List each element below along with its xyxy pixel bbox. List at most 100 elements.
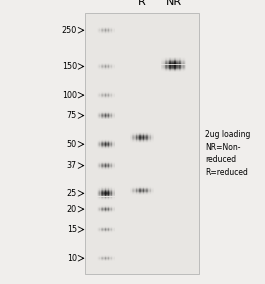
Bar: [104, 194, 105, 195]
Bar: [132, 137, 134, 138]
Bar: [183, 69, 184, 70]
Bar: [99, 191, 100, 192]
Bar: [101, 198, 102, 199]
Bar: [177, 70, 178, 71]
Bar: [143, 135, 144, 136]
Bar: [131, 135, 132, 136]
Bar: [106, 195, 107, 196]
Bar: [183, 68, 184, 69]
Bar: [150, 137, 152, 138]
Bar: [166, 59, 167, 60]
Bar: [169, 66, 170, 67]
Bar: [165, 66, 166, 67]
Bar: [100, 191, 101, 192]
Bar: [101, 193, 102, 194]
Bar: [147, 139, 148, 140]
Bar: [177, 68, 178, 69]
Bar: [167, 58, 168, 59]
Bar: [105, 186, 106, 187]
Bar: [105, 188, 106, 189]
Bar: [99, 196, 100, 197]
Bar: [165, 67, 166, 68]
Bar: [114, 187, 115, 188]
Bar: [110, 186, 111, 187]
Bar: [97, 187, 98, 188]
Bar: [177, 62, 178, 63]
Bar: [111, 187, 112, 188]
Bar: [174, 58, 176, 59]
Bar: [175, 57, 176, 58]
Bar: [108, 195, 109, 196]
Bar: [137, 135, 138, 136]
Bar: [99, 188, 100, 189]
Bar: [111, 189, 112, 190]
Bar: [180, 59, 181, 60]
Bar: [105, 198, 106, 199]
Bar: [109, 188, 110, 189]
Bar: [167, 69, 168, 70]
Bar: [114, 198, 115, 199]
Bar: [147, 140, 148, 141]
Bar: [179, 71, 180, 72]
Bar: [147, 135, 148, 136]
Text: 150: 150: [62, 62, 77, 71]
Bar: [133, 140, 134, 141]
Bar: [181, 57, 182, 58]
Bar: [171, 65, 172, 66]
Bar: [130, 135, 131, 136]
Bar: [101, 191, 102, 192]
Bar: [112, 186, 113, 187]
Bar: [148, 141, 149, 142]
Bar: [179, 65, 180, 66]
Bar: [107, 187, 108, 188]
Bar: [180, 69, 181, 70]
Bar: [138, 134, 139, 135]
Bar: [109, 187, 110, 188]
Bar: [182, 58, 183, 59]
Bar: [174, 69, 176, 70]
Bar: [135, 137, 136, 138]
Bar: [149, 137, 150, 138]
Bar: [170, 69, 171, 70]
Bar: [107, 189, 108, 190]
Bar: [98, 197, 99, 198]
Bar: [162, 60, 163, 61]
Bar: [105, 194, 106, 195]
Bar: [168, 57, 169, 58]
Bar: [165, 62, 166, 63]
Bar: [98, 186, 99, 187]
Bar: [134, 138, 135, 139]
Bar: [108, 198, 109, 199]
Bar: [174, 63, 176, 64]
Bar: [111, 199, 112, 200]
Bar: [99, 194, 100, 195]
Bar: [143, 137, 144, 138]
Bar: [162, 64, 163, 65]
Bar: [104, 197, 105, 198]
Bar: [172, 68, 173, 69]
Bar: [173, 58, 174, 59]
Bar: [111, 189, 112, 190]
Bar: [105, 193, 106, 194]
Bar: [111, 187, 112, 188]
Bar: [99, 195, 100, 196]
Bar: [114, 192, 115, 193]
Bar: [172, 64, 173, 65]
Bar: [169, 59, 170, 60]
Bar: [136, 137, 137, 138]
Bar: [99, 189, 100, 190]
Bar: [100, 195, 101, 196]
Bar: [169, 64, 170, 65]
Bar: [143, 141, 144, 142]
Bar: [168, 60, 169, 61]
Bar: [111, 190, 112, 191]
Bar: [164, 64, 165, 65]
Bar: [177, 69, 178, 70]
Bar: [99, 199, 100, 200]
Bar: [142, 139, 143, 140]
Bar: [133, 133, 134, 134]
Bar: [105, 190, 106, 191]
Bar: [173, 67, 174, 68]
Bar: [166, 66, 167, 67]
Bar: [112, 190, 113, 191]
